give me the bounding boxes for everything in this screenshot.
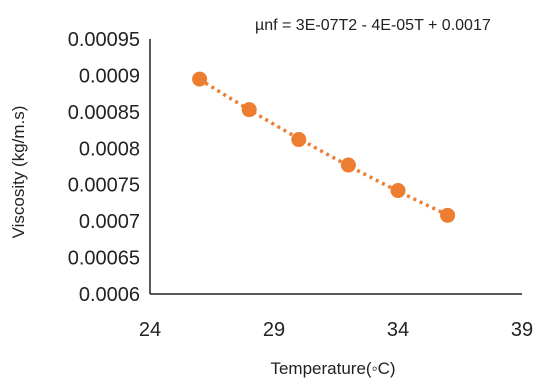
data-point (192, 71, 208, 87)
y-axis-title: Viscosity (kg/m.s) (9, 106, 28, 239)
y-axis-ticks: 0.0006 0.00065 0.0007 0.00075 0.0008 0.00085 0… (68, 29, 140, 306)
data-point (291, 132, 307, 148)
y-tick-label: 0.00075 (68, 175, 140, 197)
x-axis-ticks: 24 29 34 39 (139, 319, 533, 341)
trendline (198, 77, 449, 217)
data-point (440, 207, 456, 223)
data-point (241, 102, 257, 118)
x-tick-label: 24 (139, 319, 161, 341)
data-point (340, 157, 356, 173)
x-tick-label: 39 (511, 319, 533, 341)
y-tick-label: 0.00065 (68, 248, 140, 270)
x-tick-label: 29 (263, 319, 285, 341)
y-tick-label: 0.0009 (79, 65, 140, 87)
y-tick-label: 0.0006 (79, 284, 140, 306)
x-tick-label: 34 (387, 319, 409, 341)
y-tick-label: 0.0007 (79, 211, 140, 233)
y-tick-label: 0.00095 (68, 29, 140, 51)
y-tick-label: 0.0008 (79, 138, 140, 160)
x-axis-title: Temperature(◦C) (270, 359, 395, 378)
data-point (390, 183, 406, 199)
y-tick-label: 0.00085 (68, 102, 140, 124)
data-points (192, 71, 456, 223)
trendline-equation: µnf = 3E-07T2 - 4E-05T + 0.0017 (255, 17, 491, 34)
